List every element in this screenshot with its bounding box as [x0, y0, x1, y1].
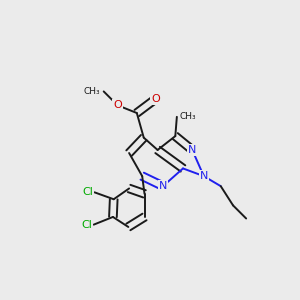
Text: N: N	[159, 181, 167, 191]
Text: N: N	[200, 171, 208, 181]
Text: Cl: Cl	[81, 220, 92, 230]
Text: O: O	[113, 100, 122, 110]
Text: CH₃: CH₃	[180, 112, 196, 121]
Text: Cl: Cl	[82, 187, 93, 197]
Text: O: O	[151, 94, 160, 104]
Text: N: N	[188, 145, 196, 155]
Text: CH₃: CH₃	[84, 87, 101, 96]
